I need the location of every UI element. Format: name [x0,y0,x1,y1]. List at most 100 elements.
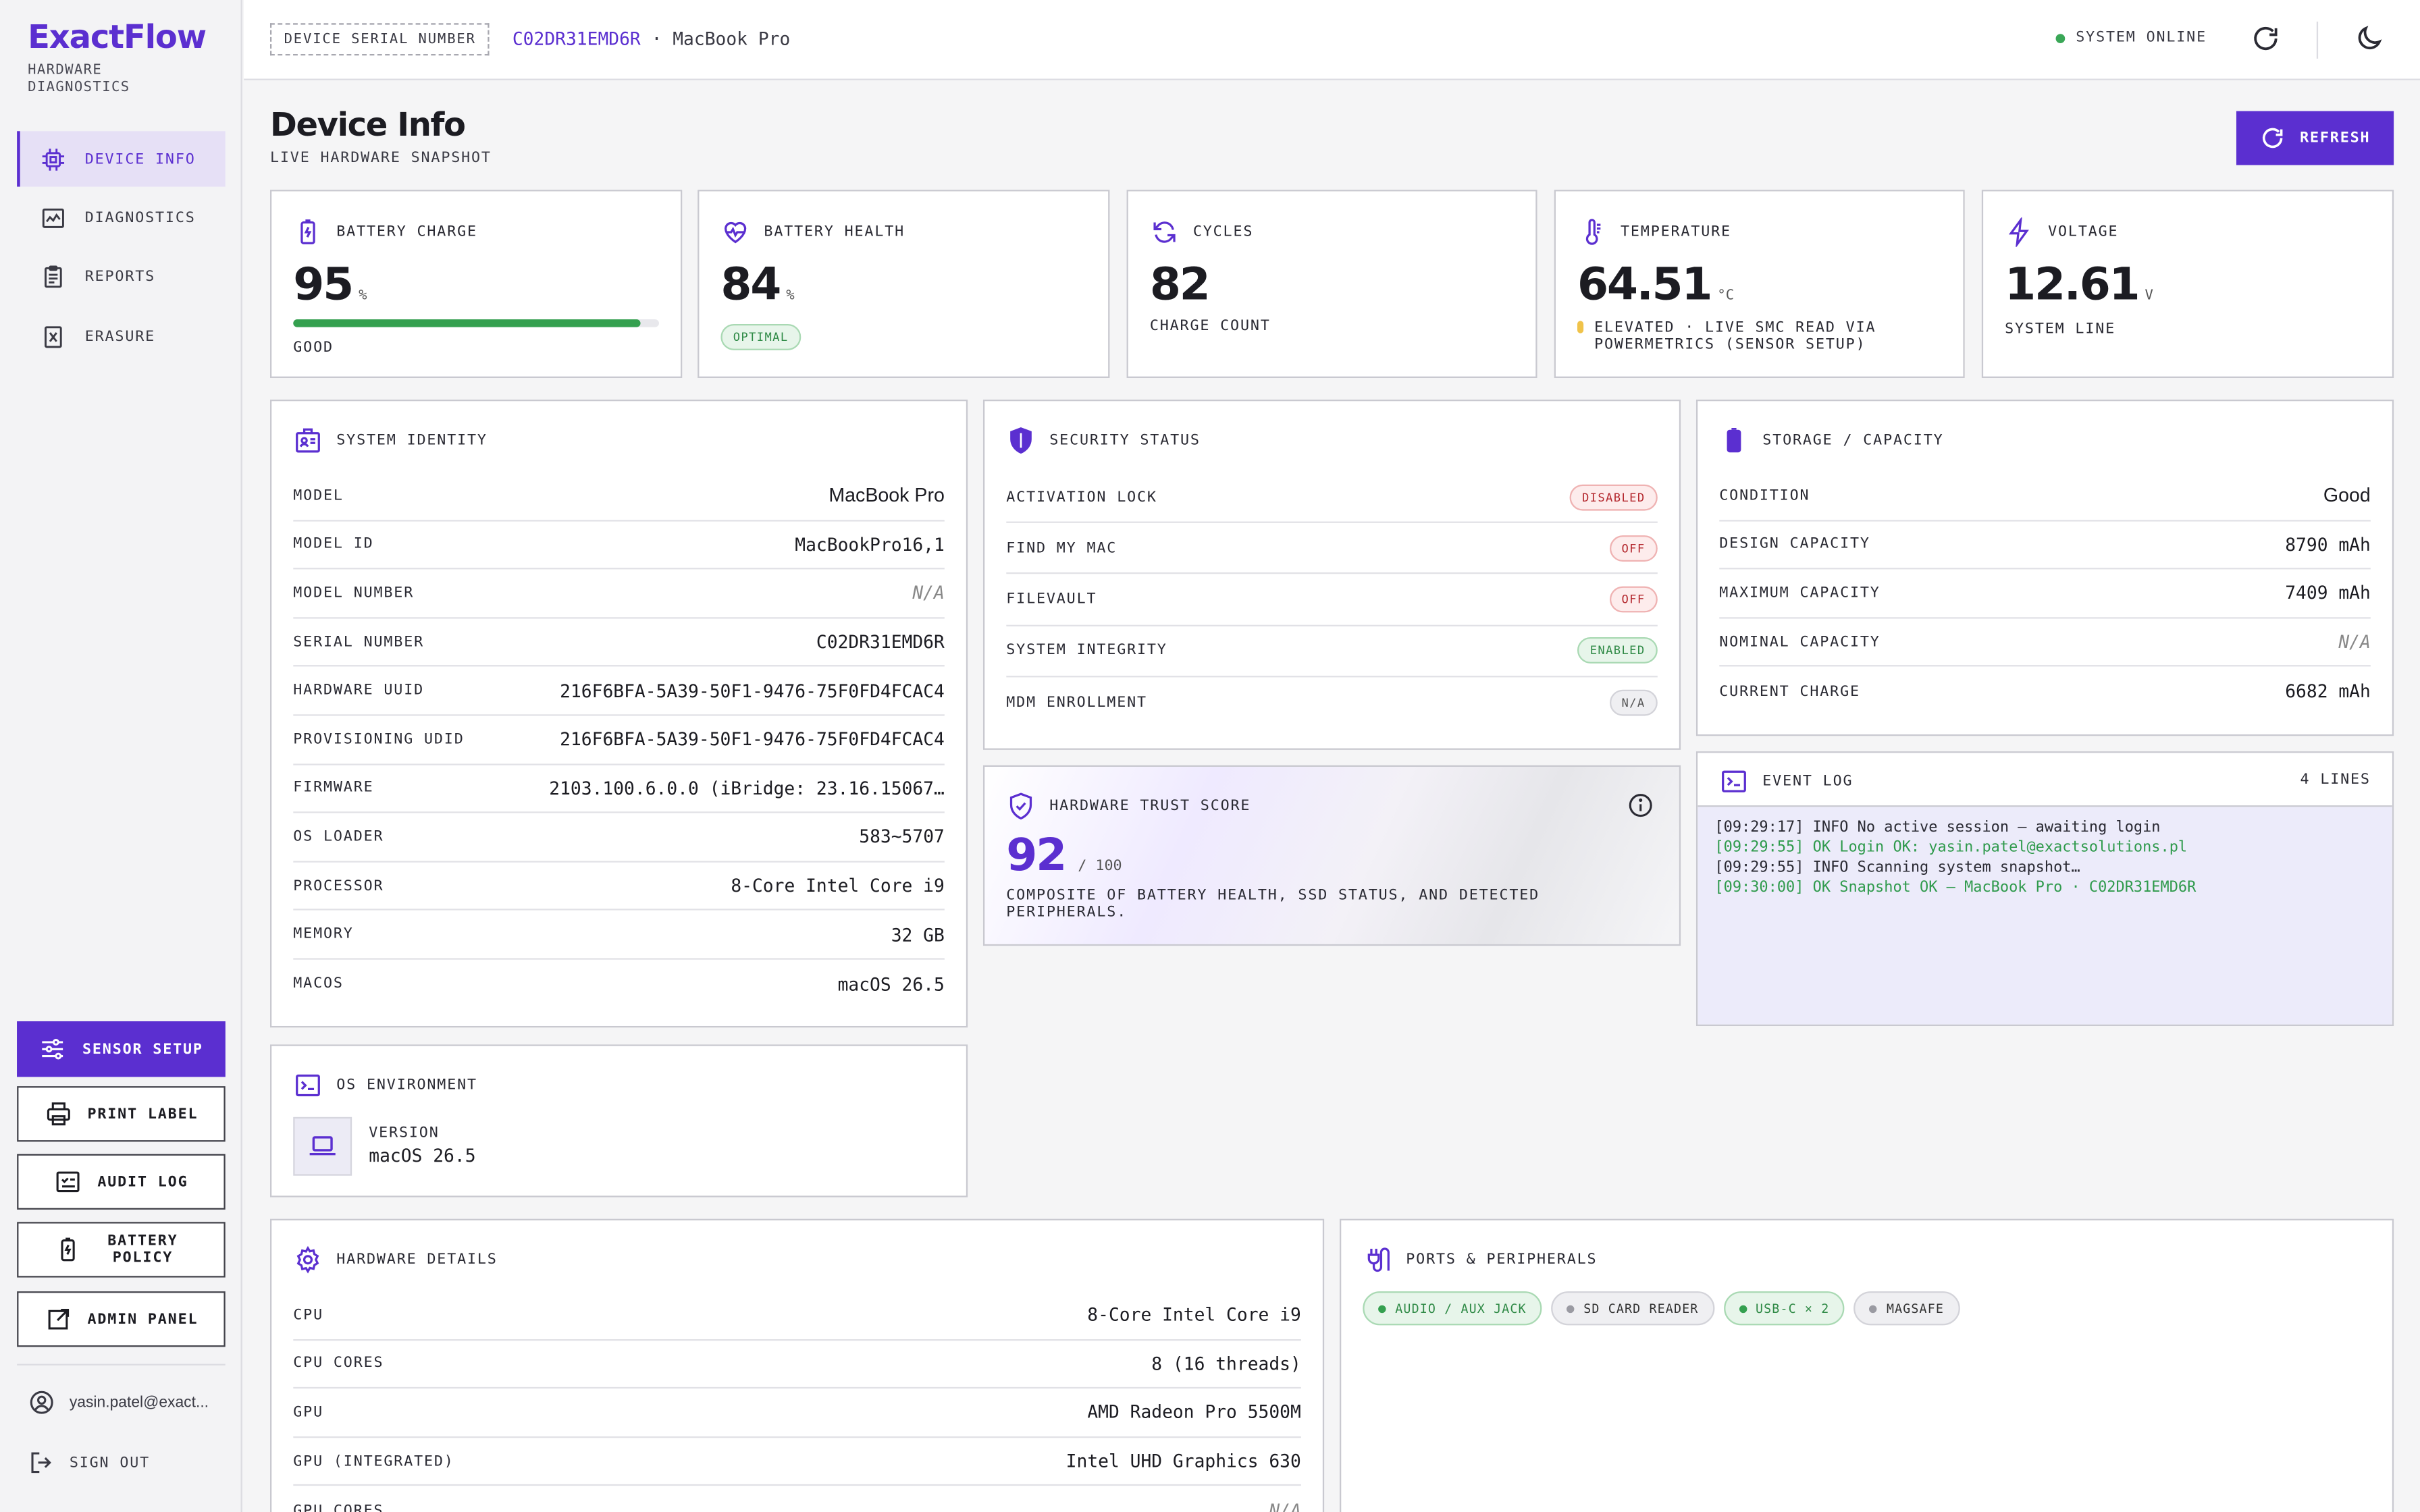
list-row: SYSTEM INTEGRITY ENABLED [1006,626,1658,677]
sign-out-icon [31,1452,51,1474]
port-status-dot [1869,1304,1878,1312]
section-title: STORAGE / CAPACITY [1762,431,1944,450]
row-value: 583~5707 [859,826,945,848]
list-row: GPU (INTEGRATED) Intel UHD Graphics 630 [293,1438,1301,1486]
sensor-setup-button[interactable]: SENSOR SETUP [17,1021,226,1077]
chart-icon [42,207,64,227]
row-label: FIRMWARE [293,780,374,797]
serial-value[interactable]: C02DR31EMD6R [512,28,641,50]
port-badge: AUDIO / AUX JACK [1363,1291,1542,1326]
nav-item-diagnostics[interactable]: DIAGNOSTICS [17,190,226,245]
temperature-card: TEMPERATURE 64.51 °C ELEVATED · LIVE SMC… [1554,190,1965,378]
nav-item-reports[interactable]: REPORTS [17,248,226,304]
row-label: MODEL [293,487,344,504]
row-value: MacBookPro16,1 [795,533,945,556]
event-log-card: EVENT LOG 4 LINES [09:29:17] INFO No act… [1695,751,2394,1026]
event-log-output[interactable]: [09:29:17] INFO No active session — awai… [1698,807,2392,1025]
brand-logo[interactable]: ExactFlow [28,18,207,56]
nav-item-erasure[interactable]: ERASURE [17,308,226,364]
thermometer-icon [1585,219,1601,245]
battery-progress-bar [293,319,659,327]
battery-policy-button[interactable]: BATTERY POLICY [17,1222,226,1278]
sidebar: ExactFlow HARDWARE DIAGNOSTICS DEVICE IN… [0,0,242,1512]
nav-item-device-info[interactable]: DEVICE INFO [17,131,226,187]
terminal-icon [1722,770,1746,792]
status-badge: OPTIMAL [720,323,801,350]
system-status: SYSTEM ONLINE [2055,29,2207,47]
user-account[interactable]: yasin.patel@exact... [28,1388,209,1416]
storage-capacity-list: CONDITION Good DESIGN CAPACITY 8790 mAh MAXI… [1719,472,2371,716]
trust-score-description: COMPOSITE OF BATTERY HEALTH, SSD STATUS,… [1006,887,1540,921]
list-row: PROCESSOR 8-Core Intel Core i9 [293,862,945,911]
section-title: SECURITY STATUS [1049,431,1201,450]
row-value: 2103.100.6.0.0 (iBridge: 23.16.15067… [549,777,945,799]
printer-icon [47,1102,70,1126]
heart-pulse-icon [725,221,747,244]
row-value: N/A [2338,631,2371,653]
ports-peripherals-card: PORTS & PERIPHERALS AUDIO / AUX JACK SD C… [1339,1218,2394,1512]
row-value: N/A [1269,1500,1301,1512]
port-label: USB-C × 2 [1755,1301,1830,1316]
row-label: MACOS [293,975,344,993]
user-email: yasin.patel@exact... [69,1394,209,1411]
row-value: 216F6BFA-5A39-50F1-9476-75F0FD4FCAC4 [560,728,945,751]
laptop-icon [309,1136,336,1156]
page-subtitle: LIVE HARDWARE SNAPSHOT [269,149,492,167]
row-value: 8790 mAh [2285,533,2371,556]
metric-unit: °C [1717,288,1735,304]
row-value: C02DR31EMD6R [816,631,945,653]
metric-unit: V [2145,288,2153,304]
shield-icon [1010,427,1032,454]
port-status-dot [1567,1304,1575,1312]
system-identity-list: MODEL MacBook Pro MODEL ID MacBookPro16,1 MO… [293,472,945,1008]
moon-icon[interactable] [2354,23,2385,54]
info-icon[interactable] [1627,792,1654,819]
battery-charge-status: GOOD [293,339,334,356]
list-row: FIND MY MAC OFF [1006,523,1658,575]
row-value: N/A [912,582,945,604]
port-label: MAGSAFE [1886,1301,1945,1316]
reload-icon[interactable] [2251,23,2282,54]
hardware-details-card: HARDWARE DETAILS CPU 8-Core Intel Core i9… [269,1218,1325,1512]
print-label-button[interactable]: PRINT LABEL [17,1086,226,1142]
battery-health-card: BATTERY HEALTH 84 % OPTIMAL [698,190,1110,378]
battery-health-value: 84 [720,257,781,310]
status-badge: DISABLED [1569,483,1658,510]
voltage-caption: SYSTEM LINE [2005,321,2116,338]
battery-charging-icon [300,219,315,244]
checklist-icon [56,1171,80,1193]
list-row: DESIGN CAPACITY 8790 mAh [1719,521,2371,570]
row-value: MacBook Pro [828,485,945,507]
row-value: AMD Radeon Pro 5500M [1087,1401,1301,1424]
row-value: 8-Core Intel Core i9 [1087,1304,1301,1326]
cycles-caption: CHARGE COUNT [1149,317,1271,335]
list-row: FIRMWARE 2103.100.6.0.0 (iBridge: 23.16.1… [293,765,945,813]
header-divider [2316,21,2319,59]
list-row: MODEL MacBook Pro [293,472,945,521]
battery-progress-fill [293,319,641,327]
warning-indicator [1577,321,1584,333]
list-row: PROVISIONING UDID 216F6BFA-5A39-50F1-9476… [293,716,945,765]
system-identity-card: SYSTEM IDENTITY MODEL MacBook Pro MODEL ID… [269,399,968,1028]
refresh-button[interactable]: REFRESH [2236,111,2394,165]
audit-log-button[interactable]: AUDIT LOG [17,1154,226,1210]
brand-subtitle: HARDWARE DIAGNOSTICS [28,63,130,96]
row-label: MEMORY [293,925,354,943]
nav-label: ERASURE [84,327,156,345]
ports-list: AUDIO / AUX JACK SD CARD READER USB-C × 2 M… [1363,1291,1968,1326]
temperature-value: 64.51 [1577,257,1713,310]
clipboard-icon [45,265,62,288]
port-label: AUDIO / AUX JACK [1395,1301,1527,1316]
sign-out-button[interactable]: SIGN OUT [28,1449,150,1476]
metric-label: BATTERY CHARGE [336,223,477,241]
row-label: CURRENT CHARGE [1719,682,1860,700]
row-value: 216F6BFA-5A39-50F1-9476-75F0FD4FCAC4 [560,680,945,702]
row-label: OS LOADER [293,828,384,846]
row-label: CONDITION [1719,487,1810,504]
admin-panel-button[interactable]: ADMIN PANEL [17,1291,226,1347]
row-label: GPU CORES [293,1502,384,1512]
list-row: MODEL ID MacBookPro16,1 [293,521,945,570]
list-row: NOMINAL CAPACITY N/A [1719,618,2371,668]
terminal-icon [296,1074,320,1097]
serial-label: DEVICE SERIAL NUMBER [269,23,490,56]
